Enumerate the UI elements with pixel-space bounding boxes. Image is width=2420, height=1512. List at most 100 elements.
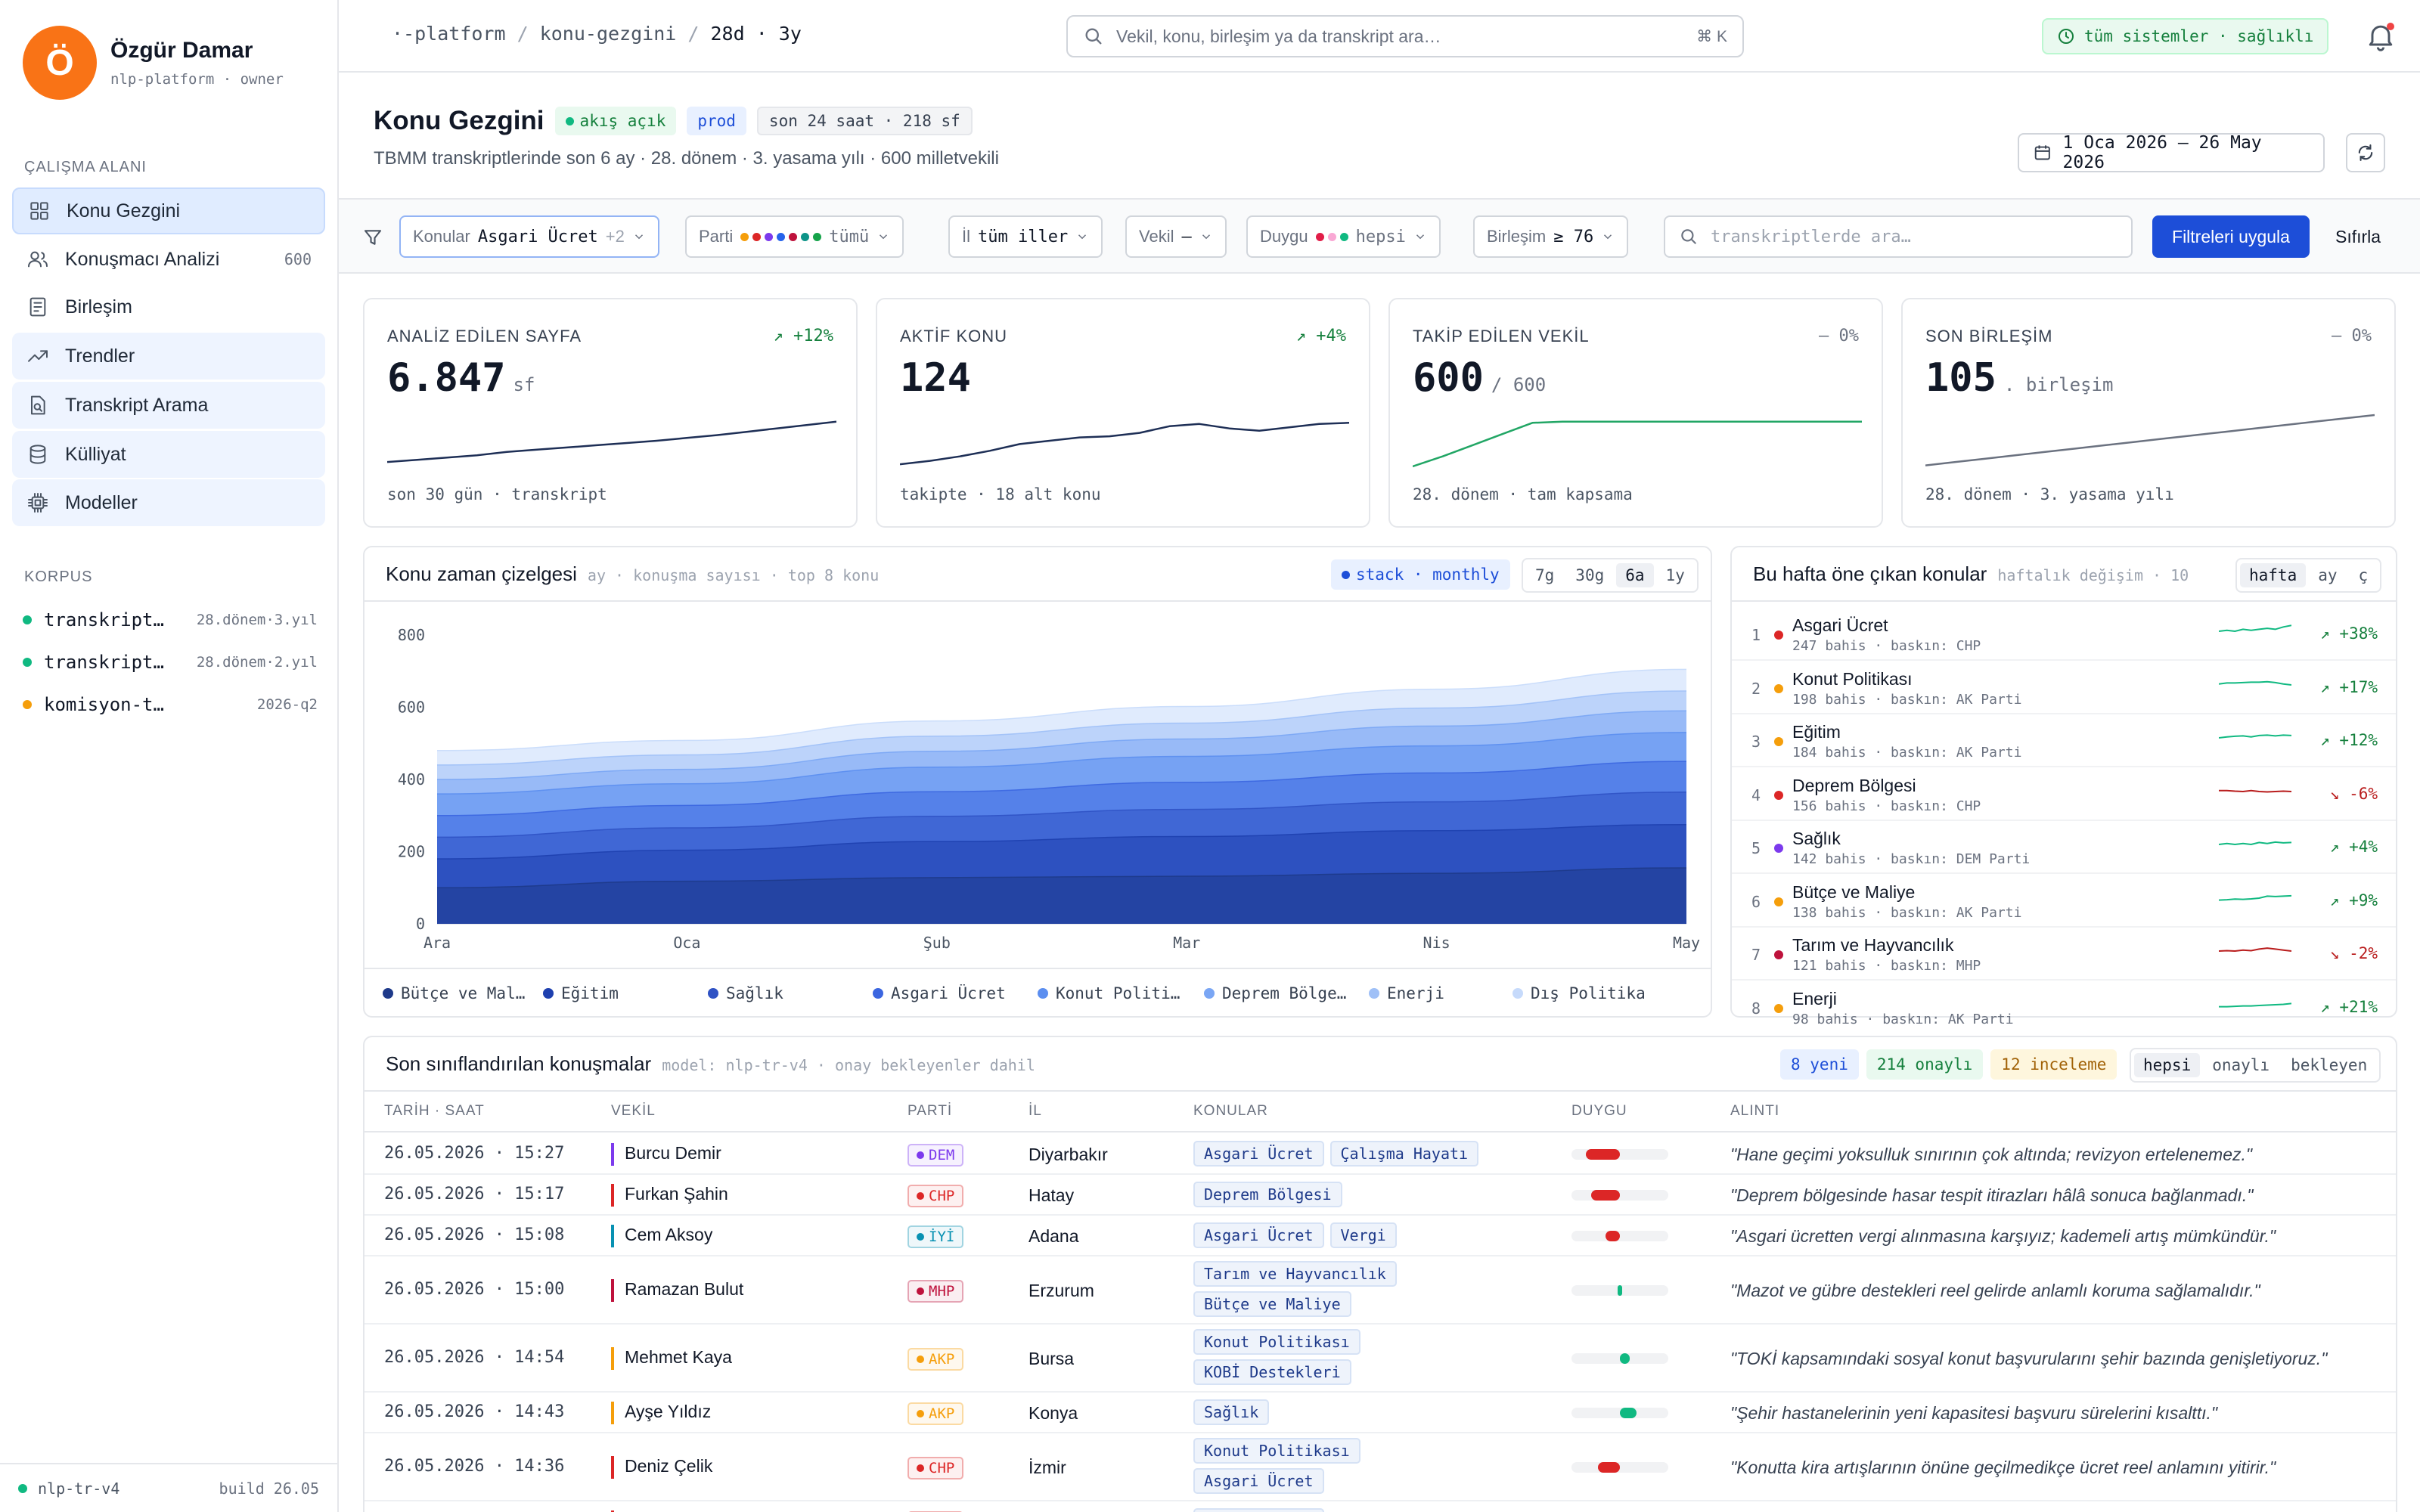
- column-header[interactable]: VEKİL: [611, 1103, 656, 1119]
- review-count-badge[interactable]: 12 inceleme: [1990, 1049, 2118, 1080]
- column-header[interactable]: DUYGU: [1571, 1103, 1627, 1119]
- corpus-item[interactable]: transkript… 28.dönem·2.yıl: [23, 647, 318, 677]
- trending-topic-row[interactable]: 4 Deprem Bölgesi 156 bahis · baskın: CHP ↘ …: [1732, 768, 2396, 821]
- timeline-range-option-0[interactable]: 7g: [1535, 566, 1555, 584]
- reset-filters-button[interactable]: Sıfırla: [2335, 227, 2381, 246]
- system-health-badge[interactable]: tüm sistemler · sağlıklı: [2042, 18, 2329, 54]
- trending-delta: ↘ -6%: [2329, 784, 2378, 803]
- timeline-range-option-2[interactable]: 6a: [1616, 563, 1654, 587]
- sidebar-item-birle-im[interactable]: Birleşim: [12, 284, 325, 330]
- column-header[interactable]: ALINTI: [1730, 1103, 1780, 1119]
- table-row[interactable]: 26.05.2026 · 15:00 Ramazan Bulut MHP Erzuru…: [365, 1256, 2396, 1325]
- user-profile[interactable]: Ö Özgür Damar nlp-platform · owner: [23, 26, 284, 100]
- legend-item[interactable]: Konut Politi…: [1038, 984, 1204, 1002]
- row-mp-name[interactable]: Burcu Demir: [625, 1143, 721, 1163]
- legend-item[interactable]: Enerji: [1369, 984, 1512, 1002]
- column-header[interactable]: KONULAR: [1193, 1103, 1268, 1119]
- new-count-badge[interactable]: 8 yeni: [1780, 1049, 1859, 1080]
- trending-topic-row[interactable]: 6 Bütçe ve Maliye 138 bahis · baskın: AK P…: [1732, 875, 2396, 928]
- trending-topic-row[interactable]: 3 Eğitim 184 bahis · baskın: AK Parti ↗ +12…: [1732, 714, 2396, 767]
- province-filter[interactable]: İl tüm iller: [948, 215, 1103, 258]
- kpi-value: 105: [1925, 355, 1996, 401]
- row-mp-name[interactable]: Ramazan Bulut: [625, 1279, 744, 1300]
- recent-filter-option-2[interactable]: bekleyen: [2291, 1056, 2368, 1074]
- date-range-picker[interactable]: 1 Oca 2026 – 26 May 2026: [2018, 133, 2325, 172]
- corpus-item[interactable]: transkript… 28.dönem·3.yıl: [23, 605, 318, 635]
- table-row[interactable]: 26.05.2026 · 14:54 Mehmet Kaya AKP Bursa Kon…: [365, 1325, 2396, 1393]
- sidebar-item-konu-gezgini[interactable]: Konu Gezgini: [12, 187, 325, 234]
- recent-filter-option-0[interactable]: hepsi: [2134, 1053, 2201, 1077]
- transcript-search-input[interactable]: transkriptlerde ara…: [1664, 215, 2133, 258]
- topic-tag[interactable]: Konut Politikası: [1193, 1438, 1360, 1464]
- trending-range-option-2[interactable]: ç: [2358, 566, 2369, 584]
- trending-topic-row[interactable]: 5 Sağlık 142 bahis · baskın: DEM Parti ↗ +4…: [1732, 821, 2396, 874]
- trending-range-option-1[interactable]: ay: [2318, 566, 2338, 584]
- avatar[interactable]: Ö: [23, 26, 97, 100]
- topics-filter[interactable]: Konular Asgari Ücret +2: [399, 215, 659, 258]
- legend-item[interactable]: Eğitim: [543, 984, 708, 1002]
- topic-tag[interactable]: Tarım ve Hayvancılık: [1193, 1261, 1397, 1287]
- trending-range-option-0[interactable]: hafta: [2240, 563, 2307, 587]
- legend-item[interactable]: Deprem Bölge…: [1204, 984, 1369, 1002]
- sentiment-filter[interactable]: Duygu hepsi: [1246, 215, 1441, 258]
- topic-tag[interactable]: Konut Politikası: [1193, 1329, 1360, 1355]
- table-row[interactable]: 26.05.2026 · 14:36 Deniz Çelik CHP İzmir Kon…: [365, 1433, 2396, 1501]
- column-header[interactable]: TARİH · SAAT: [384, 1103, 485, 1119]
- session-filter[interactable]: Birleşim ≥ 76: [1473, 215, 1629, 258]
- breadcrumb-project[interactable]: ·-platform: [392, 23, 506, 45]
- trending-topic-row[interactable]: 2 Konut Politikası 198 bahis · baskın: AK …: [1732, 662, 2396, 714]
- party-dot: [917, 1464, 924, 1472]
- topic-tag[interactable]: Bütçe ve Maliye: [1193, 1291, 1351, 1317]
- global-search-input[interactable]: Vekil, konu, birleşim ya da transkript a…: [1066, 15, 1744, 57]
- notification-dot: [2387, 23, 2394, 30]
- row-mp-name[interactable]: Furkan Şahin: [625, 1184, 728, 1204]
- table-row[interactable]: 26.05.2026 · 15:27 Burcu Demir DEM Diyarbak…: [365, 1134, 2396, 1175]
- topic-tag[interactable]: Asgari Ücret: [1193, 1468, 1324, 1494]
- sidebar-item-konu-mac-analizi[interactable]: Konuşmacı Analizi 600: [12, 236, 325, 283]
- table-row[interactable]: 26.05.2026 · 15:17 Furkan Şahin CHP Hatay De…: [365, 1175, 2396, 1216]
- trending-topic-row[interactable]: 8 Enerji 98 bahis · baskın: AK Parti ↗ +21%: [1732, 981, 2396, 1034]
- sidebar-item-k-lliyat[interactable]: Külliyat: [12, 431, 325, 478]
- legend-item[interactable]: Sağlık: [708, 984, 873, 1002]
- trending-topic-row[interactable]: 7 Tarım ve Hayvancılık 121 bahis · baskın:…: [1732, 928, 2396, 981]
- legend-item[interactable]: Dış Politika: [1512, 984, 1664, 1002]
- sidebar-item-transkript-arama[interactable]: Transkript Arama: [12, 382, 325, 429]
- topic-tag[interactable]: Vergi: [1329, 1222, 1397, 1248]
- topic-tag[interactable]: Deprem Bölgesi: [1193, 1182, 1342, 1207]
- topic-tag[interactable]: Asgari Ücret: [1193, 1141, 1324, 1167]
- topic-tag[interactable]: Çalışma Hayatı: [1329, 1141, 1479, 1167]
- row-mp-name[interactable]: Ayşe Yıldız: [625, 1402, 712, 1422]
- row-mp-name[interactable]: Cem Aksoy: [625, 1225, 713, 1245]
- row-mp-name[interactable]: Deniz Çelik: [625, 1456, 713, 1476]
- legend-item[interactable]: Bütçe ve Mal…: [383, 984, 543, 1002]
- topic-tag[interactable]: KOBİ Destekleri: [1193, 1359, 1351, 1385]
- sidebar-item-modeller[interactable]: Modeller: [12, 479, 325, 526]
- breadcrumb-scope[interactable]: 28d · 3y: [710, 23, 802, 45]
- corpus-item[interactable]: komisyon-tut. 2026-q2: [23, 689, 318, 720]
- row-mp-name[interactable]: Elif Polat: [625, 1510, 693, 1512]
- sentiment-color-dots: [1315, 232, 1348, 241]
- refresh-button[interactable]: [2346, 133, 2385, 172]
- column-header[interactable]: İL: [1028, 1103, 1042, 1119]
- trending-topic-row[interactable]: 1 Asgari Ücret 247 bahis · baskın: CHP ↗ +3…: [1732, 608, 2396, 661]
- recent-filter-option-1[interactable]: onaylı: [2212, 1056, 2270, 1074]
- party-filter[interactable]: Parti tümü: [685, 215, 904, 258]
- timeline-range-option-3[interactable]: 1y: [1665, 566, 1685, 584]
- legend-item[interactable]: Asgari Ücret: [873, 984, 1038, 1002]
- notifications-button[interactable]: [2364, 20, 2397, 53]
- table-row[interactable]: 26.05.2026 · 14:26Elif PolatCHPAnkaraAsg…: [365, 1501, 2396, 1512]
- sidebar-item-trendler[interactable]: Trendler: [12, 333, 325, 380]
- approved-count-badge[interactable]: 214 onaylı: [1866, 1049, 1984, 1080]
- breadcrumb-page[interactable]: konu-gezgini: [539, 23, 677, 45]
- topic-tag[interactable]: Asgari Ücret: [1193, 1508, 1324, 1512]
- apply-filters-button[interactable]: Filtreleri uygula: [2152, 215, 2310, 258]
- column-header[interactable]: PARTİ: [908, 1103, 953, 1119]
- timeline-range-option-1[interactable]: 30g: [1575, 566, 1605, 584]
- table-row[interactable]: 26.05.2026 · 14:43 Ayşe Yıldız AKP Konya Sağ…: [365, 1393, 2396, 1433]
- row-mp-name[interactable]: Mehmet Kaya: [625, 1347, 732, 1368]
- topic-tag[interactable]: Asgari Ücret: [1193, 1222, 1324, 1248]
- mp-filter[interactable]: Vekil —: [1125, 215, 1227, 258]
- table-row[interactable]: 26.05.2026 · 15:08 Cem Aksoy İYİ Adana Asgar…: [365, 1216, 2396, 1256]
- topic-tag[interactable]: Sağlık: [1193, 1399, 1270, 1425]
- stack-mode-toggle[interactable]: stack · monthly: [1331, 559, 1510, 590]
